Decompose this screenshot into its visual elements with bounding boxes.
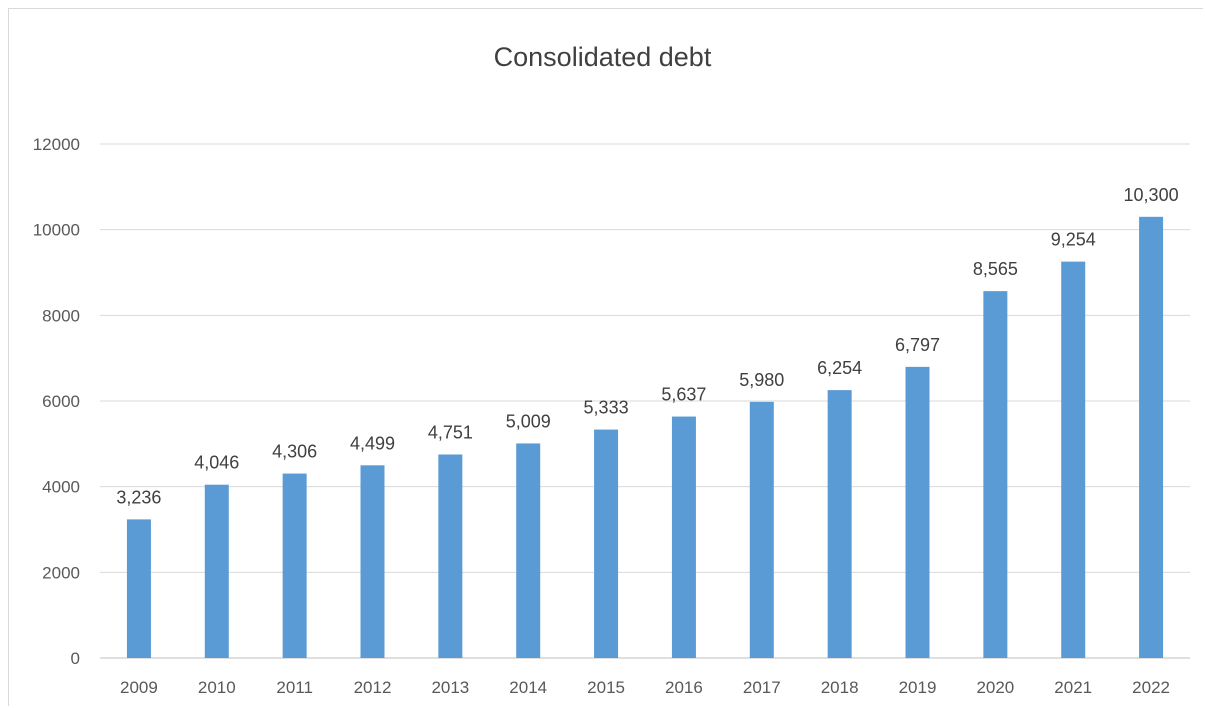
- x-tick-label: 2017: [743, 678, 781, 697]
- x-tick-label: 2021: [1054, 678, 1092, 697]
- bar: [282, 473, 307, 658]
- x-tick-label: 2016: [665, 678, 703, 697]
- data-label: 5,333: [584, 398, 629, 418]
- data-label: 5,637: [661, 385, 706, 405]
- x-tick-label: 2010: [198, 678, 236, 697]
- x-tick-label: 2022: [1132, 678, 1170, 697]
- bar: [1139, 216, 1164, 659]
- bar: [126, 519, 151, 658]
- bar: [516, 443, 541, 658]
- bar: [671, 416, 696, 658]
- x-tick-label: 2015: [587, 678, 625, 697]
- data-label: 4,306: [272, 442, 317, 462]
- bar: [827, 390, 852, 658]
- data-label: 4,751: [428, 422, 473, 442]
- bar: [360, 465, 385, 658]
- y-tick-label: 2000: [42, 563, 80, 582]
- bar: [1061, 261, 1086, 658]
- x-tick-label: 2014: [509, 678, 547, 697]
- data-label: 4,046: [194, 453, 239, 473]
- y-tick-label: 10000: [33, 221, 80, 240]
- data-label: 4,499: [350, 433, 395, 453]
- data-label: 5,009: [506, 411, 551, 431]
- y-tick-label: 0: [71, 649, 80, 668]
- x-tick-label: 2012: [354, 678, 392, 697]
- x-tick-label: 2019: [899, 678, 937, 697]
- data-label: 9,254: [1051, 230, 1096, 250]
- data-label: 10,300: [1124, 185, 1179, 205]
- x-tick-label: 2011: [276, 678, 313, 697]
- data-label: 5,980: [739, 370, 784, 390]
- bar: [594, 429, 619, 658]
- data-label: 3,236: [116, 487, 161, 507]
- y-tick-label: 6000: [42, 392, 80, 411]
- bar: [204, 484, 229, 658]
- bar: [983, 291, 1008, 658]
- y-tick-label: 12000: [33, 135, 80, 154]
- data-label: 6,254: [817, 358, 862, 378]
- x-tick-label: 2009: [120, 678, 158, 697]
- bar: [905, 366, 930, 658]
- chart-frame: [8, 8, 1203, 706]
- y-tick-label: 4000: [42, 478, 80, 497]
- data-label: 6,797: [895, 335, 940, 355]
- chart-title: Consolidated debt: [493, 42, 712, 72]
- y-tick-label: 8000: [42, 306, 80, 325]
- x-tick-label: 2020: [976, 678, 1014, 697]
- bar: [438, 454, 463, 658]
- x-tick-label: 2013: [431, 678, 469, 697]
- bar: [749, 401, 774, 658]
- x-tick-label: 2018: [821, 678, 859, 697]
- data-label: 8,565: [973, 259, 1018, 279]
